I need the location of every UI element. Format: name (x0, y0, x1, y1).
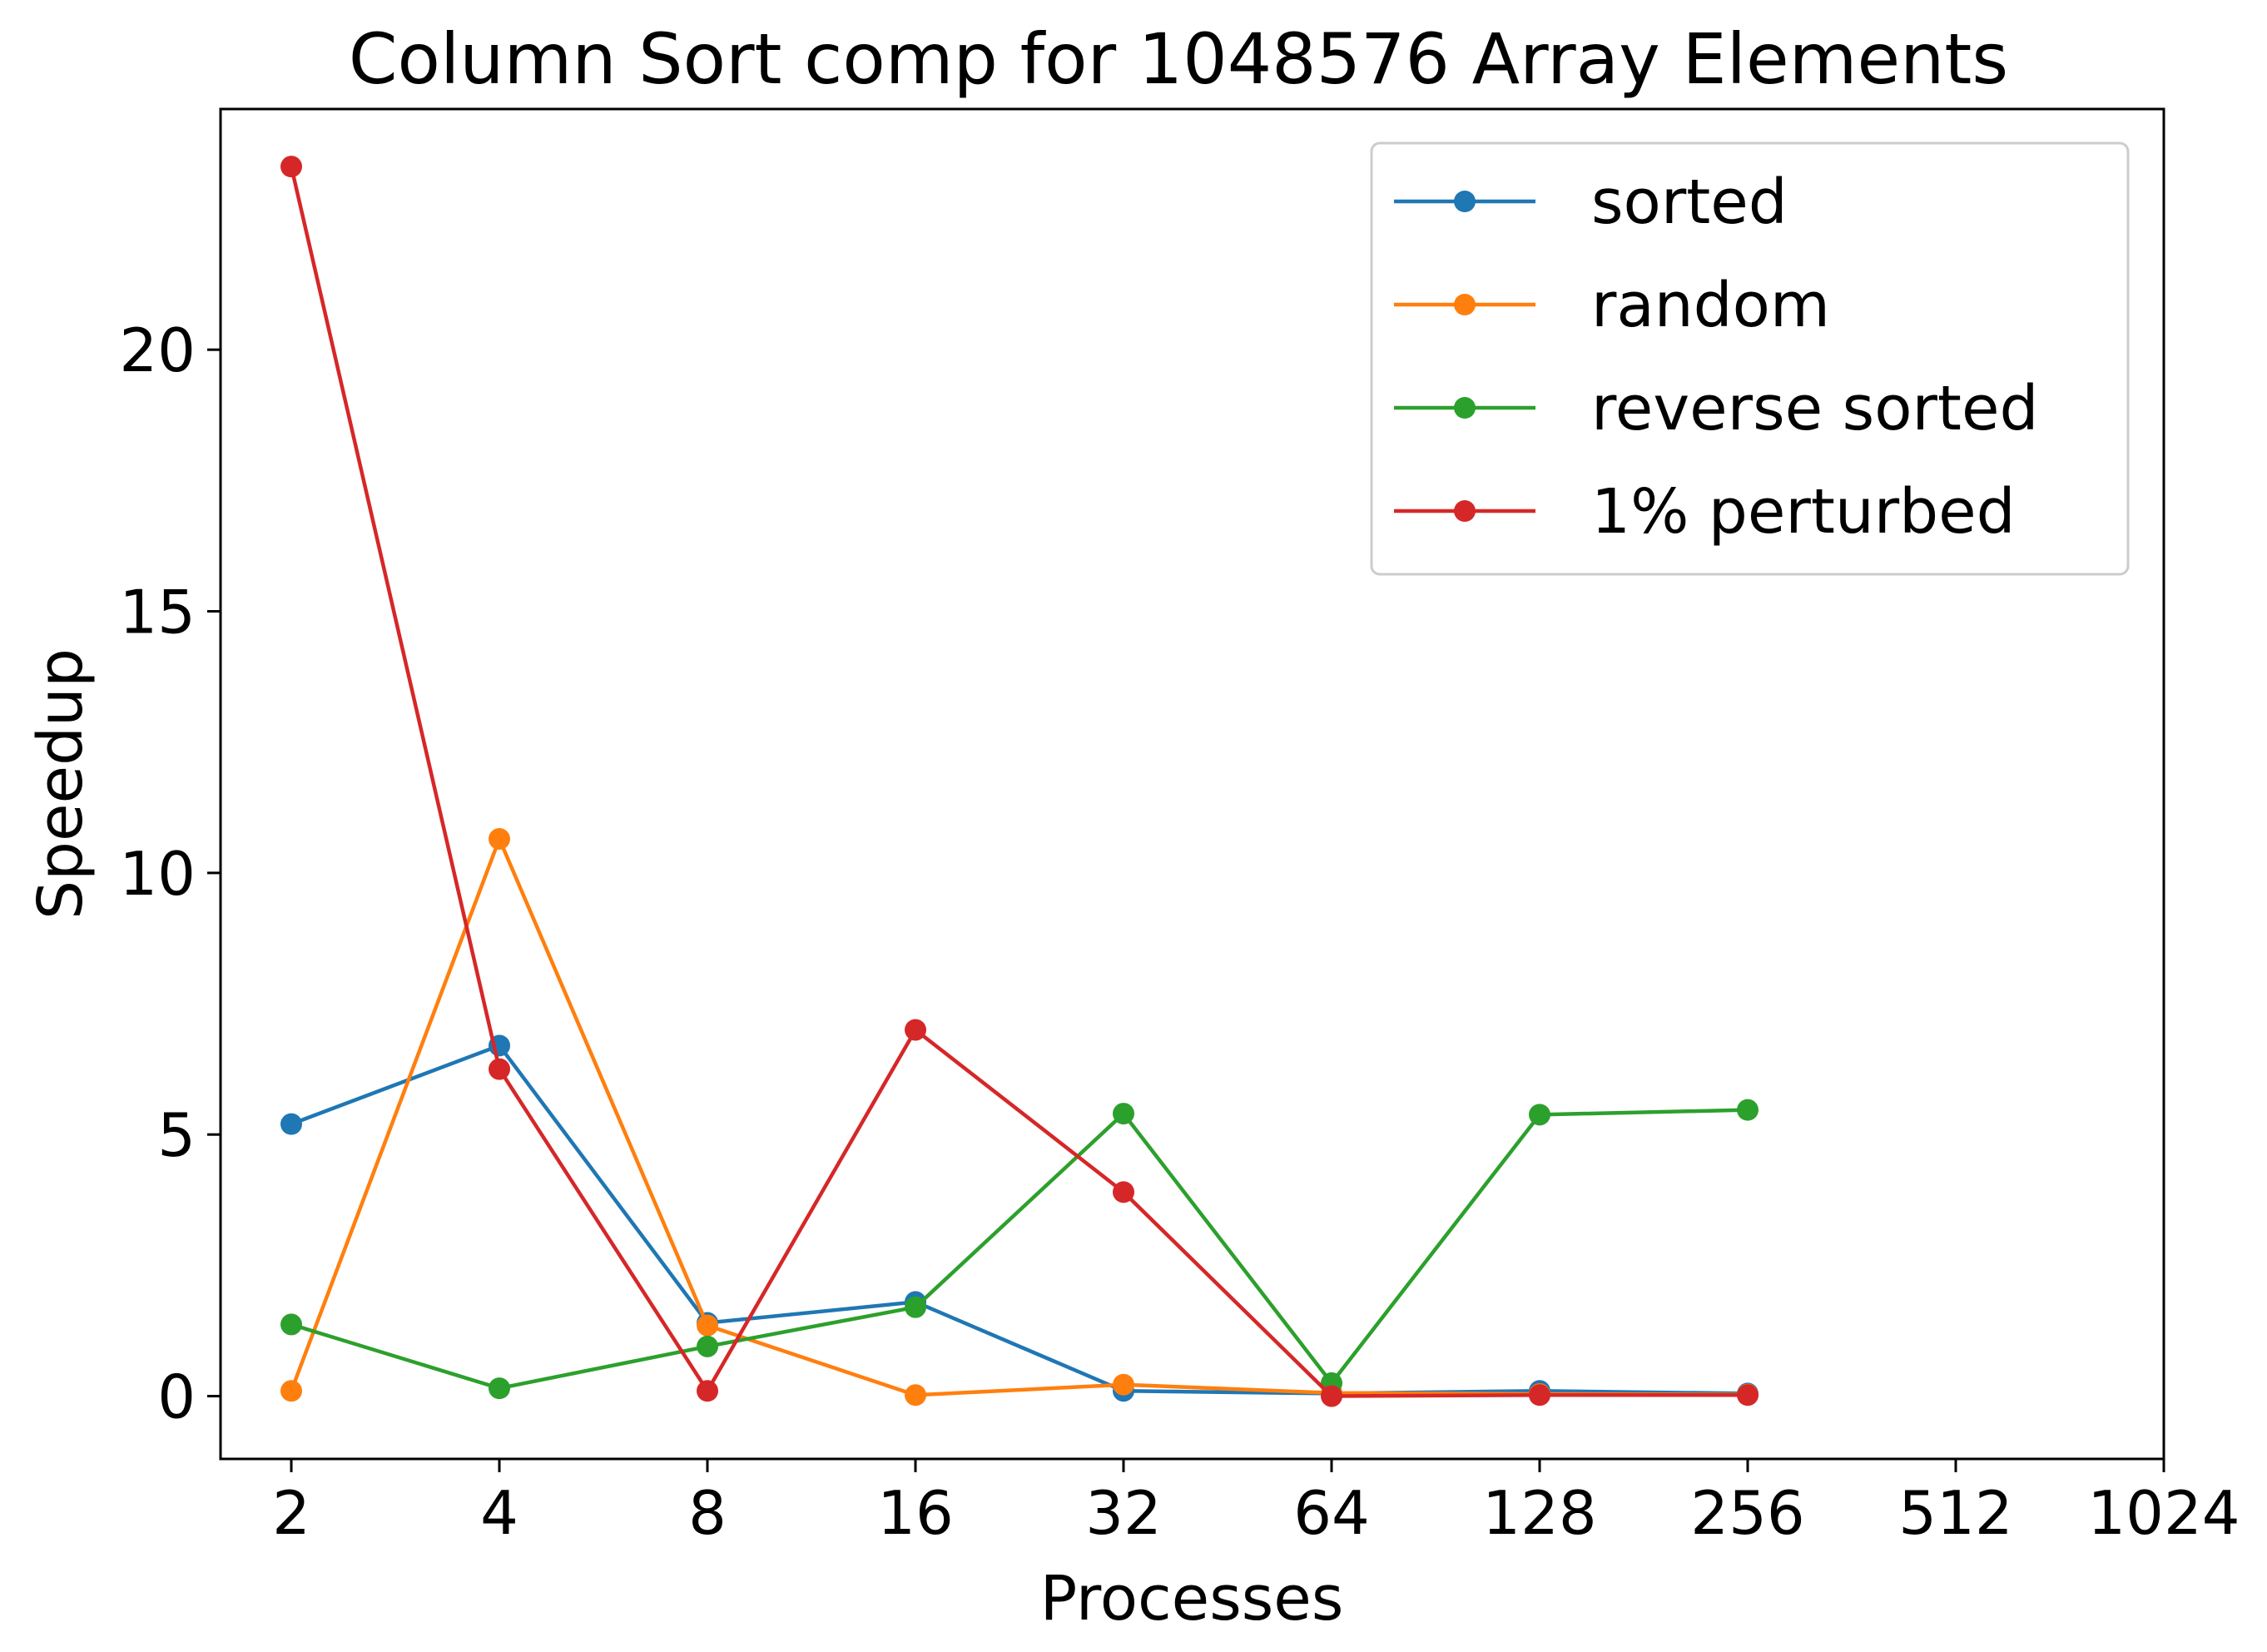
data-point (1321, 1386, 1342, 1407)
y-tick-label: 15 (119, 578, 196, 647)
y-tick-label: 5 (157, 1100, 196, 1170)
y-axis-label: Speedup (25, 648, 97, 920)
legend: sorted random reverse sorted 1% perturbed (1372, 143, 2128, 574)
legend-label: 1% perturbed (1591, 476, 2016, 548)
data-point (280, 156, 302, 177)
series-reverse-sorted (280, 1099, 1759, 1399)
x-tick-label: 1024 (2087, 1478, 2240, 1548)
data-point (905, 1019, 926, 1040)
chart-title: Column Sort comp for 1048576 Array Eleme… (349, 18, 2008, 100)
data-point (280, 1380, 302, 1401)
y-tick-label: 20 (119, 315, 196, 385)
data-point (905, 1297, 926, 1318)
x-axis: 2 4 8 16 32 64 128 256 512 1024 (272, 1459, 2240, 1548)
legend-label: random (1591, 270, 1830, 341)
legend-marker (1454, 294, 1476, 315)
data-point (1113, 1181, 1134, 1203)
x-tick-label: 128 (1482, 1478, 1596, 1548)
data-point (1113, 1103, 1134, 1124)
data-point (1737, 1099, 1759, 1121)
y-tick-label: 10 (119, 839, 196, 909)
x-tick-label: 16 (877, 1478, 954, 1548)
data-point (905, 1384, 926, 1406)
data-point (280, 1313, 302, 1335)
data-point (1529, 1104, 1550, 1125)
data-point (697, 1315, 718, 1337)
data-point (697, 1336, 718, 1357)
legend-marker (1454, 500, 1476, 522)
x-tick-label: 256 (1690, 1478, 1804, 1548)
x-tick-label: 64 (1293, 1478, 1370, 1548)
series-sorted (280, 1034, 1759, 1404)
y-axis: 0 5 10 15 20 (119, 315, 221, 1431)
data-point (1529, 1384, 1550, 1406)
x-tick-label: 4 (480, 1478, 518, 1548)
data-point (489, 1377, 510, 1399)
data-point (697, 1380, 718, 1401)
x-tick-label: 512 (1898, 1478, 2012, 1548)
legend-marker (1454, 191, 1476, 212)
y-tick-label: 0 (157, 1362, 196, 1432)
x-tick-label: 2 (272, 1478, 310, 1548)
data-point (280, 1114, 302, 1135)
x-axis-label: Processes (1040, 1563, 1344, 1635)
x-tick-label: 32 (1085, 1478, 1162, 1548)
data-point (1737, 1384, 1759, 1406)
legend-marker (1454, 397, 1476, 419)
legend-label: sorted (1591, 166, 1788, 238)
data-point (489, 828, 510, 850)
legend-label: reverse sorted (1591, 373, 2038, 444)
data-point (489, 1059, 510, 1080)
series-line (291, 1045, 1748, 1393)
x-tick-label: 8 (688, 1478, 727, 1548)
data-point (1113, 1374, 1134, 1396)
